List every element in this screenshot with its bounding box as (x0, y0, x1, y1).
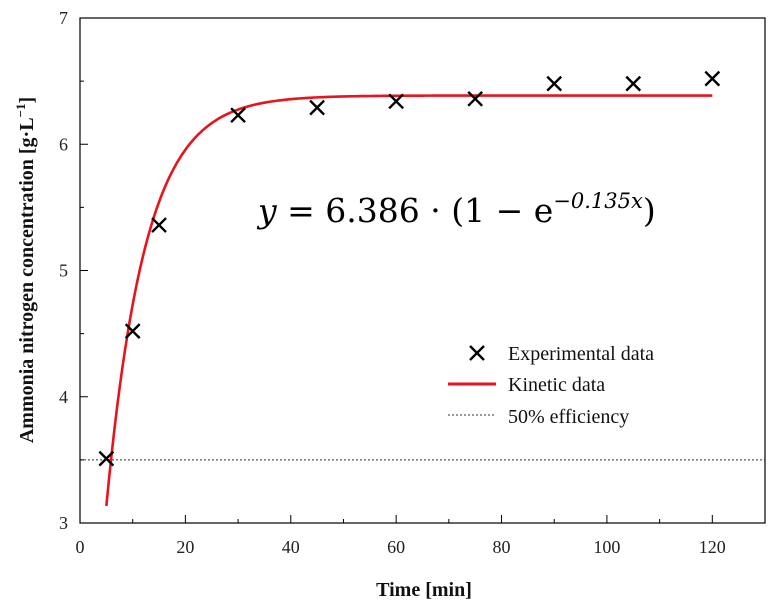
x-tick-label: 0 (76, 537, 85, 557)
model-equation: y = 6.386 · (1 − e−0.135x) (256, 189, 656, 230)
equation-exponent: −0.135x (553, 189, 643, 213)
plot-marks: 0 20 40 60 80 100 120 3 4 5 6 7 (59, 8, 766, 557)
x-tick-label: 120 (699, 537, 726, 557)
x-tick-label: 20 (176, 537, 194, 557)
data-point (467, 90, 484, 107)
legend-label-kinetic: Kinetic data (508, 374, 605, 396)
data-point (309, 99, 325, 116)
legend-marker-experimental (469, 345, 485, 361)
legend-label-experimental: Experimental data (508, 343, 654, 365)
y-tick-label: 5 (59, 261, 68, 281)
x-tick-label: 40 (282, 537, 300, 557)
kinetic-curve (105, 94, 713, 507)
y-axis-title-end: ] (16, 97, 38, 104)
data-point (546, 75, 563, 92)
x-tick-label: 80 (493, 537, 511, 557)
x-tick-label: 60 (387, 537, 405, 557)
data-point (98, 450, 115, 467)
equation-lhs: y (256, 191, 277, 230)
y-tick-label: 6 (59, 134, 68, 154)
y-axis-title-sup: −1 (13, 104, 28, 118)
data-point (625, 75, 642, 92)
data-point (124, 323, 141, 339)
equation-close: ) (643, 191, 656, 230)
equation-rhs: = 6.386 · (1 − e (277, 191, 554, 230)
legend-label-efficiency: 50% efficiency (508, 406, 629, 428)
x-axis-title: Time [min] (376, 579, 472, 601)
data-point (230, 107, 246, 124)
y-tick-label: 4 (59, 387, 68, 407)
x-tick-label: 100 (593, 537, 620, 557)
legend: Experimental data Kinetic data 50% effic… (448, 343, 654, 428)
y-tick-label: 3 (59, 513, 68, 533)
data-point (151, 217, 167, 233)
y-axis-title: Ammonia nitrogen concentration [g·L−1] (13, 97, 38, 443)
y-axis-title-main: Ammonia nitrogen concentration [g·L (16, 117, 38, 443)
plot-frame (79, 17, 766, 524)
y-tick-label: 7 (59, 8, 68, 28)
data-point (704, 70, 721, 87)
data-point (388, 93, 405, 110)
